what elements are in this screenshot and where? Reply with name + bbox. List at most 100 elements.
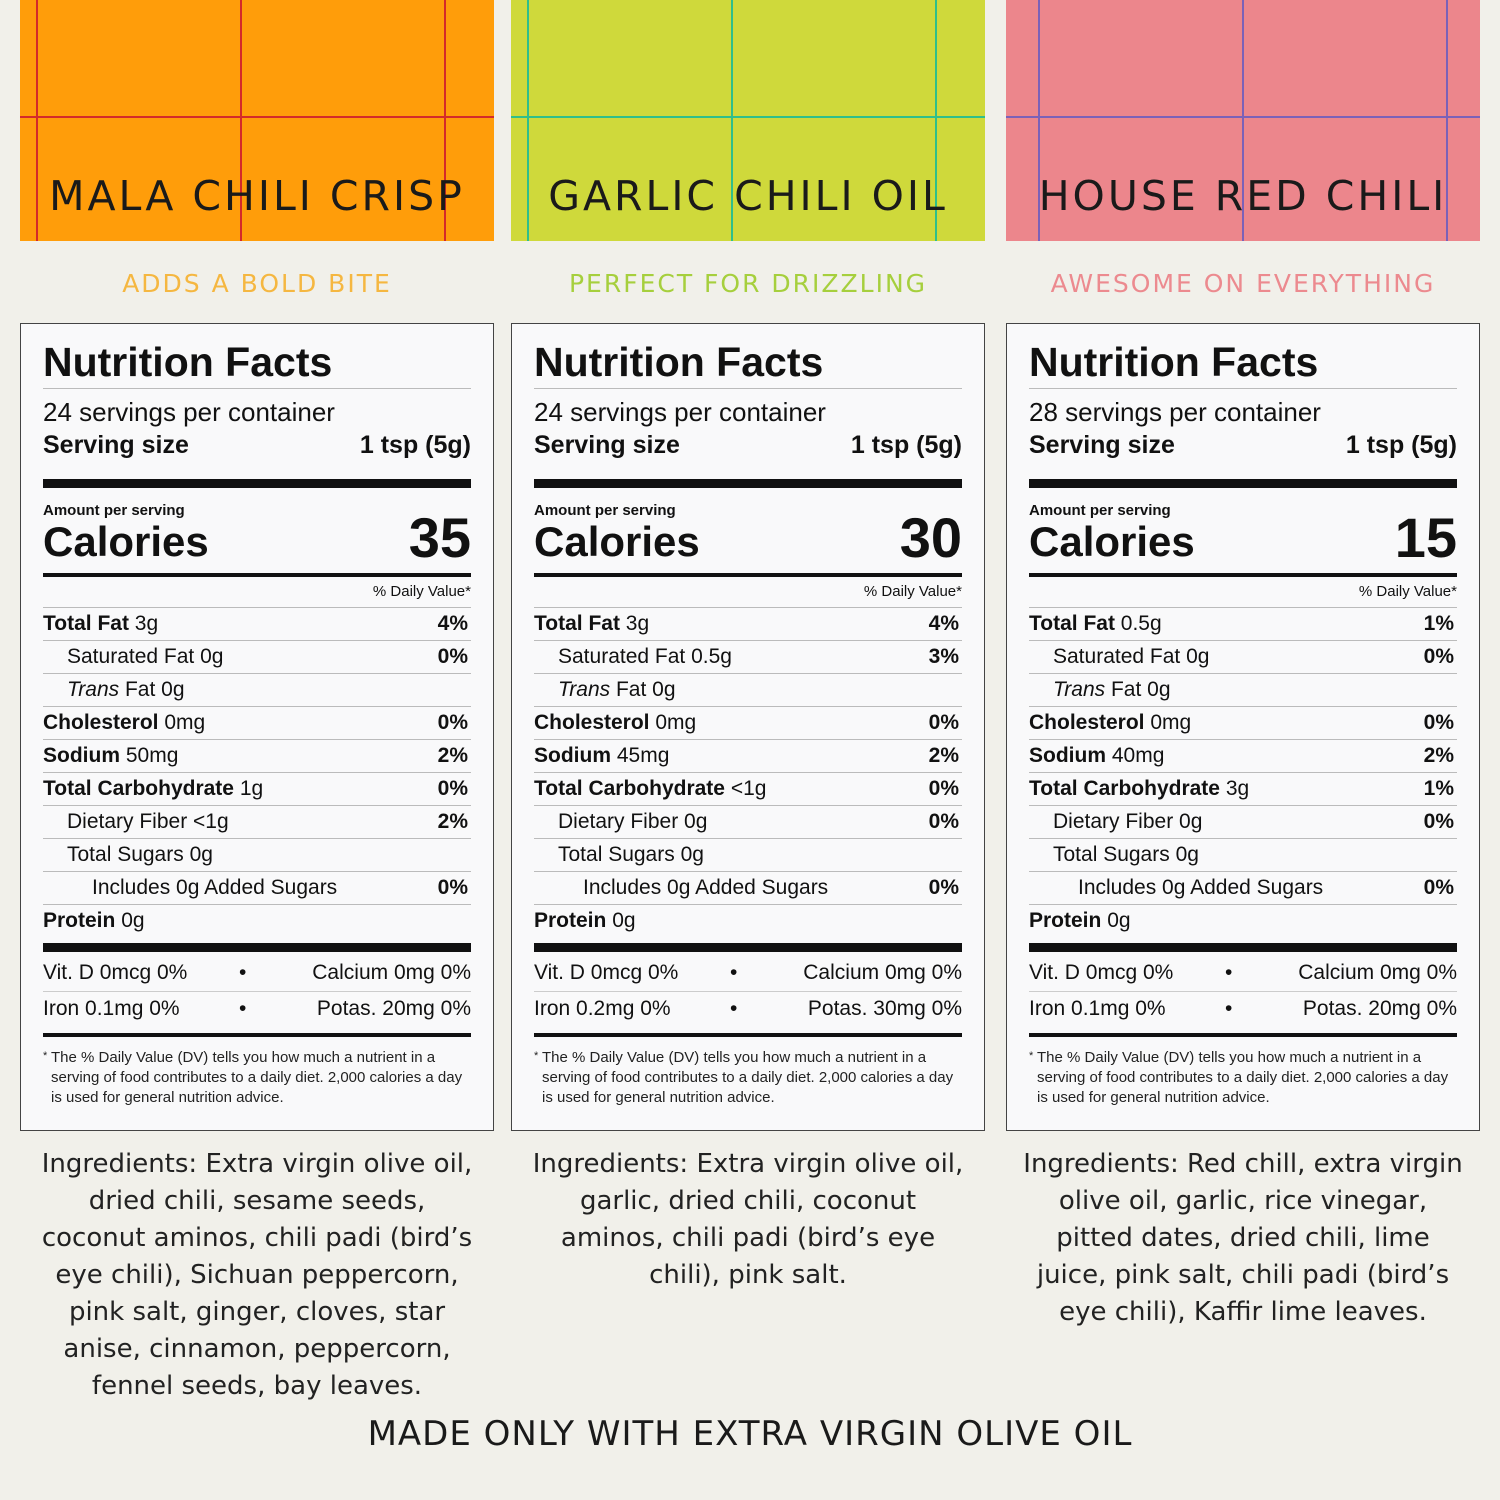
nutrient-amount: 0g	[1186, 645, 1210, 668]
nutrient-amount: 0mg	[1150, 711, 1192, 734]
nutrient-row: Includes 0g Added Sugars 0%	[43, 871, 471, 904]
divider	[534, 991, 962, 992]
nutrient-amount: 50mg	[125, 744, 179, 767]
nutrient-label: Dietary Fiber 0g	[1053, 806, 1202, 838]
nutrient-label: Cholesterol 0mg	[43, 707, 205, 739]
nutrient-name: Trans	[558, 678, 611, 701]
medium-divider	[1029, 1033, 1457, 1037]
calories-value: 35	[408, 506, 471, 569]
daily-value-header: % Daily Value*	[863, 583, 962, 600]
banner-grid-line	[1006, 116, 1480, 118]
nutrient-label: Total Carbohydrate <1g	[534, 773, 766, 805]
nutrient-row: Saturated Fat 0.5g 3%	[534, 640, 962, 673]
row-divider	[1029, 904, 1457, 905]
nutrient-row: Total Fat 3g 4%	[43, 607, 471, 640]
nutrient-percent: 4%	[928, 612, 959, 635]
nutrient-name: Protein	[1029, 909, 1102, 932]
nutrient-row: Dietary Fiber 0g 0%	[534, 805, 962, 838]
nutrient-label: Protein 0g	[534, 905, 636, 937]
vitamin-right: Potas. 20mg 0%	[316, 997, 471, 1020]
banner-grid-line	[731, 0, 733, 241]
nutrient-label: Includes 0g Added Sugars	[583, 872, 828, 904]
nutrient-row: Saturated Fat 0g 0%	[1029, 640, 1457, 673]
row-divider	[43, 640, 471, 641]
nutrient-row: Trans Fat 0g	[534, 673, 962, 706]
nutrient-name: Saturated Fat	[67, 645, 195, 668]
row-divider	[43, 805, 471, 806]
nutrient-name: Includes 0g Added Sugars	[92, 876, 338, 899]
nutrient-label: Dietary Fiber 0g	[558, 806, 707, 838]
nutrient-label: Sodium 40mg	[1029, 740, 1164, 772]
row-divider	[1029, 607, 1457, 608]
row-divider	[534, 805, 962, 806]
nutrition-facts-label: Nutrition Facts 24 servings per container…	[20, 323, 494, 1131]
serving-size-row: Serving size 1 tsp (5g)	[43, 428, 471, 462]
product-tagline: AWESOME ON EVERYTHING	[1050, 269, 1436, 298]
nutrient-name: Cholesterol	[534, 711, 650, 734]
nutrient-amount: <1g	[193, 810, 229, 833]
product-tagline: PERFECT FOR DRIZZLING	[568, 269, 928, 298]
banner-grid-line	[527, 0, 529, 241]
nutrient-label: Cholesterol 0mg	[1029, 707, 1191, 739]
nutrient-row: Trans Fat 0g	[43, 673, 471, 706]
row-divider	[1029, 673, 1457, 674]
nutrient-row: Sodium 45mg 2%	[534, 739, 962, 772]
thick-divider	[534, 943, 962, 952]
footnote-text: The % Daily Value (DV) tells you how muc…	[1037, 1049, 1449, 1106]
nutrient-name: Cholesterol	[1029, 711, 1145, 734]
row-divider	[1029, 706, 1457, 707]
row-divider	[1029, 838, 1457, 839]
row-divider	[1029, 772, 1457, 773]
bullet-separator: •	[1225, 997, 1233, 1020]
product-name: GARLIC CHILI OIL	[548, 172, 948, 220]
nutrient-label: Includes 0g Added Sugars	[1078, 872, 1323, 904]
nutrient-amount: 0g	[1175, 843, 1199, 866]
nutrient-amount: 0g	[200, 645, 224, 668]
row-divider	[534, 607, 962, 608]
nutrient-percent: 3%	[928, 645, 959, 668]
vitamin-left: Iron 0.1mg 0%	[43, 997, 180, 1020]
vitamin-row: Iron 0.1mg 0% • Potas. 20mg 0%	[1029, 992, 1457, 1028]
vitamin-row: Vit. D 0mcg 0% • Calcium 0mg 0%	[1029, 956, 1457, 992]
nutrient-amount: 0g	[612, 909, 636, 932]
nutrient-label: Trans Fat 0g	[558, 674, 676, 706]
nutrient-amount: 0mg	[164, 711, 206, 734]
nutrient-name: Trans	[67, 678, 120, 701]
nutrient-row: Total Sugars 0g	[1029, 838, 1457, 871]
nutrient-percent: 1%	[1423, 777, 1454, 800]
row-divider	[43, 871, 471, 872]
nutrient-amount: 0g	[189, 843, 213, 866]
divider	[43, 388, 471, 389]
row-divider	[534, 904, 962, 905]
nutrient-amount: 0g	[1107, 909, 1131, 932]
nutrition-facts-label: Nutrition Facts 24 servings per container…	[511, 323, 985, 1131]
nutrient-label: Cholesterol 0mg	[534, 707, 696, 739]
vitamin-right: Calcium 0mg 0%	[803, 961, 962, 984]
vitamin-row: Iron 0.2mg 0% • Potas. 30mg 0%	[534, 992, 962, 1028]
nutrient-row: Protein 0g	[43, 904, 471, 937]
nutrient-name: Total Fat	[1029, 612, 1115, 635]
product-column: HOUSE RED CHILI AWESOME ON EVERYTHING Nutr…	[1006, 0, 1480, 1327]
nutrient-name: Protein	[534, 909, 607, 932]
bullet-separator: •	[730, 961, 738, 984]
nutrient-amount: 40mg	[1111, 744, 1165, 767]
nutrient-amount: 0g	[684, 810, 708, 833]
nutrition-facts-title: Nutrition Facts	[534, 339, 824, 385]
nutrition-facts-label: Nutrition Facts 28 servings per container…	[1006, 323, 1480, 1131]
serving-size-row: Serving size 1 tsp (5g)	[1029, 428, 1457, 462]
nutrient-percent: 2%	[437, 744, 468, 767]
vitamin-right: Potas. 20mg 0%	[1302, 997, 1457, 1020]
nutrient-row: Cholesterol 0mg 0%	[534, 706, 962, 739]
nutrient-row: Total Sugars 0g	[534, 838, 962, 871]
nutrient-row: Total Carbohydrate <1g 0%	[534, 772, 962, 805]
divider	[1029, 388, 1457, 389]
nutrient-label: Total Sugars 0g	[67, 839, 213, 871]
nutrient-name: Total Carbohydrate	[1029, 777, 1220, 800]
nutrient-row: Dietary Fiber 0g 0%	[1029, 805, 1457, 838]
nutrient-row: Cholesterol 0mg 0%	[1029, 706, 1457, 739]
bullet-separator: •	[730, 997, 738, 1020]
row-divider	[43, 838, 471, 839]
nutrient-amount: 1g	[239, 777, 264, 800]
product-banner: GARLIC CHILI OIL	[511, 0, 985, 241]
row-divider	[534, 871, 962, 872]
